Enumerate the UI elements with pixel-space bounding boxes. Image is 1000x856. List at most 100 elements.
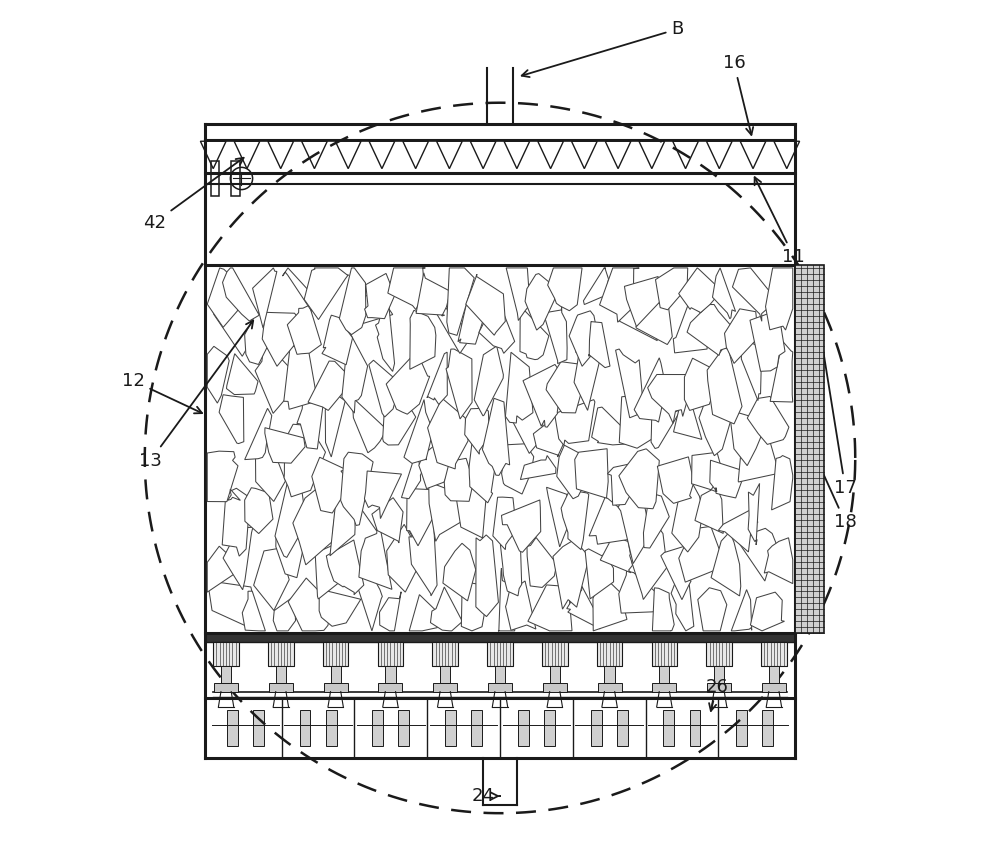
Bar bbox=[663, 710, 674, 746]
Polygon shape bbox=[436, 306, 470, 354]
Polygon shape bbox=[772, 455, 793, 510]
Polygon shape bbox=[543, 307, 567, 364]
Bar bbox=[550, 666, 560, 683]
Polygon shape bbox=[262, 312, 308, 366]
Bar bbox=[205, 633, 795, 642]
Bar bbox=[268, 642, 294, 666]
Polygon shape bbox=[502, 443, 534, 494]
Polygon shape bbox=[528, 585, 572, 631]
Polygon shape bbox=[736, 528, 779, 581]
Bar bbox=[659, 666, 669, 683]
Polygon shape bbox=[469, 442, 497, 502]
Polygon shape bbox=[458, 294, 489, 344]
Bar bbox=[598, 683, 622, 692]
Polygon shape bbox=[498, 568, 516, 631]
Polygon shape bbox=[525, 274, 555, 330]
Bar bbox=[214, 683, 238, 692]
Polygon shape bbox=[687, 305, 735, 355]
Polygon shape bbox=[456, 484, 487, 538]
Polygon shape bbox=[330, 487, 357, 556]
Polygon shape bbox=[293, 485, 338, 565]
Polygon shape bbox=[520, 455, 556, 479]
Polygon shape bbox=[369, 360, 402, 417]
Polygon shape bbox=[707, 348, 742, 424]
Polygon shape bbox=[359, 524, 392, 589]
Polygon shape bbox=[342, 333, 368, 413]
Polygon shape bbox=[430, 587, 462, 631]
Polygon shape bbox=[711, 532, 741, 596]
Polygon shape bbox=[569, 311, 599, 366]
Polygon shape bbox=[695, 490, 723, 533]
Polygon shape bbox=[404, 400, 433, 463]
Polygon shape bbox=[652, 588, 674, 631]
Polygon shape bbox=[254, 549, 289, 610]
Polygon shape bbox=[650, 389, 681, 449]
Text: 13: 13 bbox=[139, 321, 253, 470]
Polygon shape bbox=[209, 582, 254, 627]
Polygon shape bbox=[308, 361, 348, 410]
Polygon shape bbox=[223, 525, 253, 590]
Polygon shape bbox=[557, 445, 586, 499]
Polygon shape bbox=[741, 341, 762, 401]
Polygon shape bbox=[684, 358, 713, 410]
Polygon shape bbox=[228, 489, 240, 501]
Bar bbox=[542, 642, 568, 666]
Polygon shape bbox=[618, 495, 651, 563]
Polygon shape bbox=[674, 393, 702, 439]
Bar bbox=[597, 642, 622, 666]
Polygon shape bbox=[672, 480, 703, 552]
Polygon shape bbox=[255, 348, 295, 413]
Polygon shape bbox=[352, 397, 386, 453]
Bar bbox=[253, 710, 264, 746]
Polygon shape bbox=[409, 595, 437, 631]
Polygon shape bbox=[508, 377, 544, 454]
Polygon shape bbox=[352, 564, 382, 631]
Bar bbox=[762, 710, 773, 746]
Polygon shape bbox=[443, 544, 476, 601]
Polygon shape bbox=[222, 488, 250, 556]
Bar bbox=[385, 666, 396, 683]
Polygon shape bbox=[671, 559, 694, 631]
Polygon shape bbox=[764, 538, 793, 584]
Polygon shape bbox=[699, 393, 733, 455]
Polygon shape bbox=[297, 388, 325, 449]
Bar bbox=[488, 683, 512, 692]
Polygon shape bbox=[207, 451, 238, 502]
Bar bbox=[432, 642, 458, 666]
Polygon shape bbox=[284, 425, 325, 496]
Polygon shape bbox=[770, 340, 793, 402]
Polygon shape bbox=[583, 268, 609, 305]
Polygon shape bbox=[207, 347, 229, 403]
Bar bbox=[300, 710, 310, 746]
Polygon shape bbox=[506, 581, 536, 630]
Polygon shape bbox=[325, 393, 345, 457]
Polygon shape bbox=[747, 396, 789, 444]
Polygon shape bbox=[589, 497, 635, 544]
Polygon shape bbox=[731, 413, 761, 466]
Polygon shape bbox=[207, 268, 244, 327]
Bar bbox=[331, 666, 341, 683]
Polygon shape bbox=[630, 515, 667, 599]
Polygon shape bbox=[500, 526, 522, 596]
Bar bbox=[604, 666, 615, 683]
Polygon shape bbox=[275, 479, 309, 557]
Polygon shape bbox=[253, 268, 277, 328]
Polygon shape bbox=[548, 268, 582, 311]
Bar bbox=[372, 710, 383, 746]
Polygon shape bbox=[315, 543, 349, 599]
Polygon shape bbox=[619, 449, 659, 508]
Polygon shape bbox=[592, 407, 632, 445]
Text: 12: 12 bbox=[122, 372, 202, 413]
Polygon shape bbox=[712, 268, 736, 318]
Polygon shape bbox=[555, 400, 595, 445]
Bar bbox=[378, 642, 403, 666]
Bar bbox=[276, 666, 286, 683]
Text: 26: 26 bbox=[705, 677, 728, 711]
Polygon shape bbox=[643, 493, 669, 548]
Polygon shape bbox=[766, 268, 793, 330]
Bar bbox=[769, 666, 779, 683]
Polygon shape bbox=[223, 268, 259, 321]
Polygon shape bbox=[732, 268, 776, 321]
Polygon shape bbox=[427, 352, 447, 404]
Polygon shape bbox=[242, 591, 265, 631]
